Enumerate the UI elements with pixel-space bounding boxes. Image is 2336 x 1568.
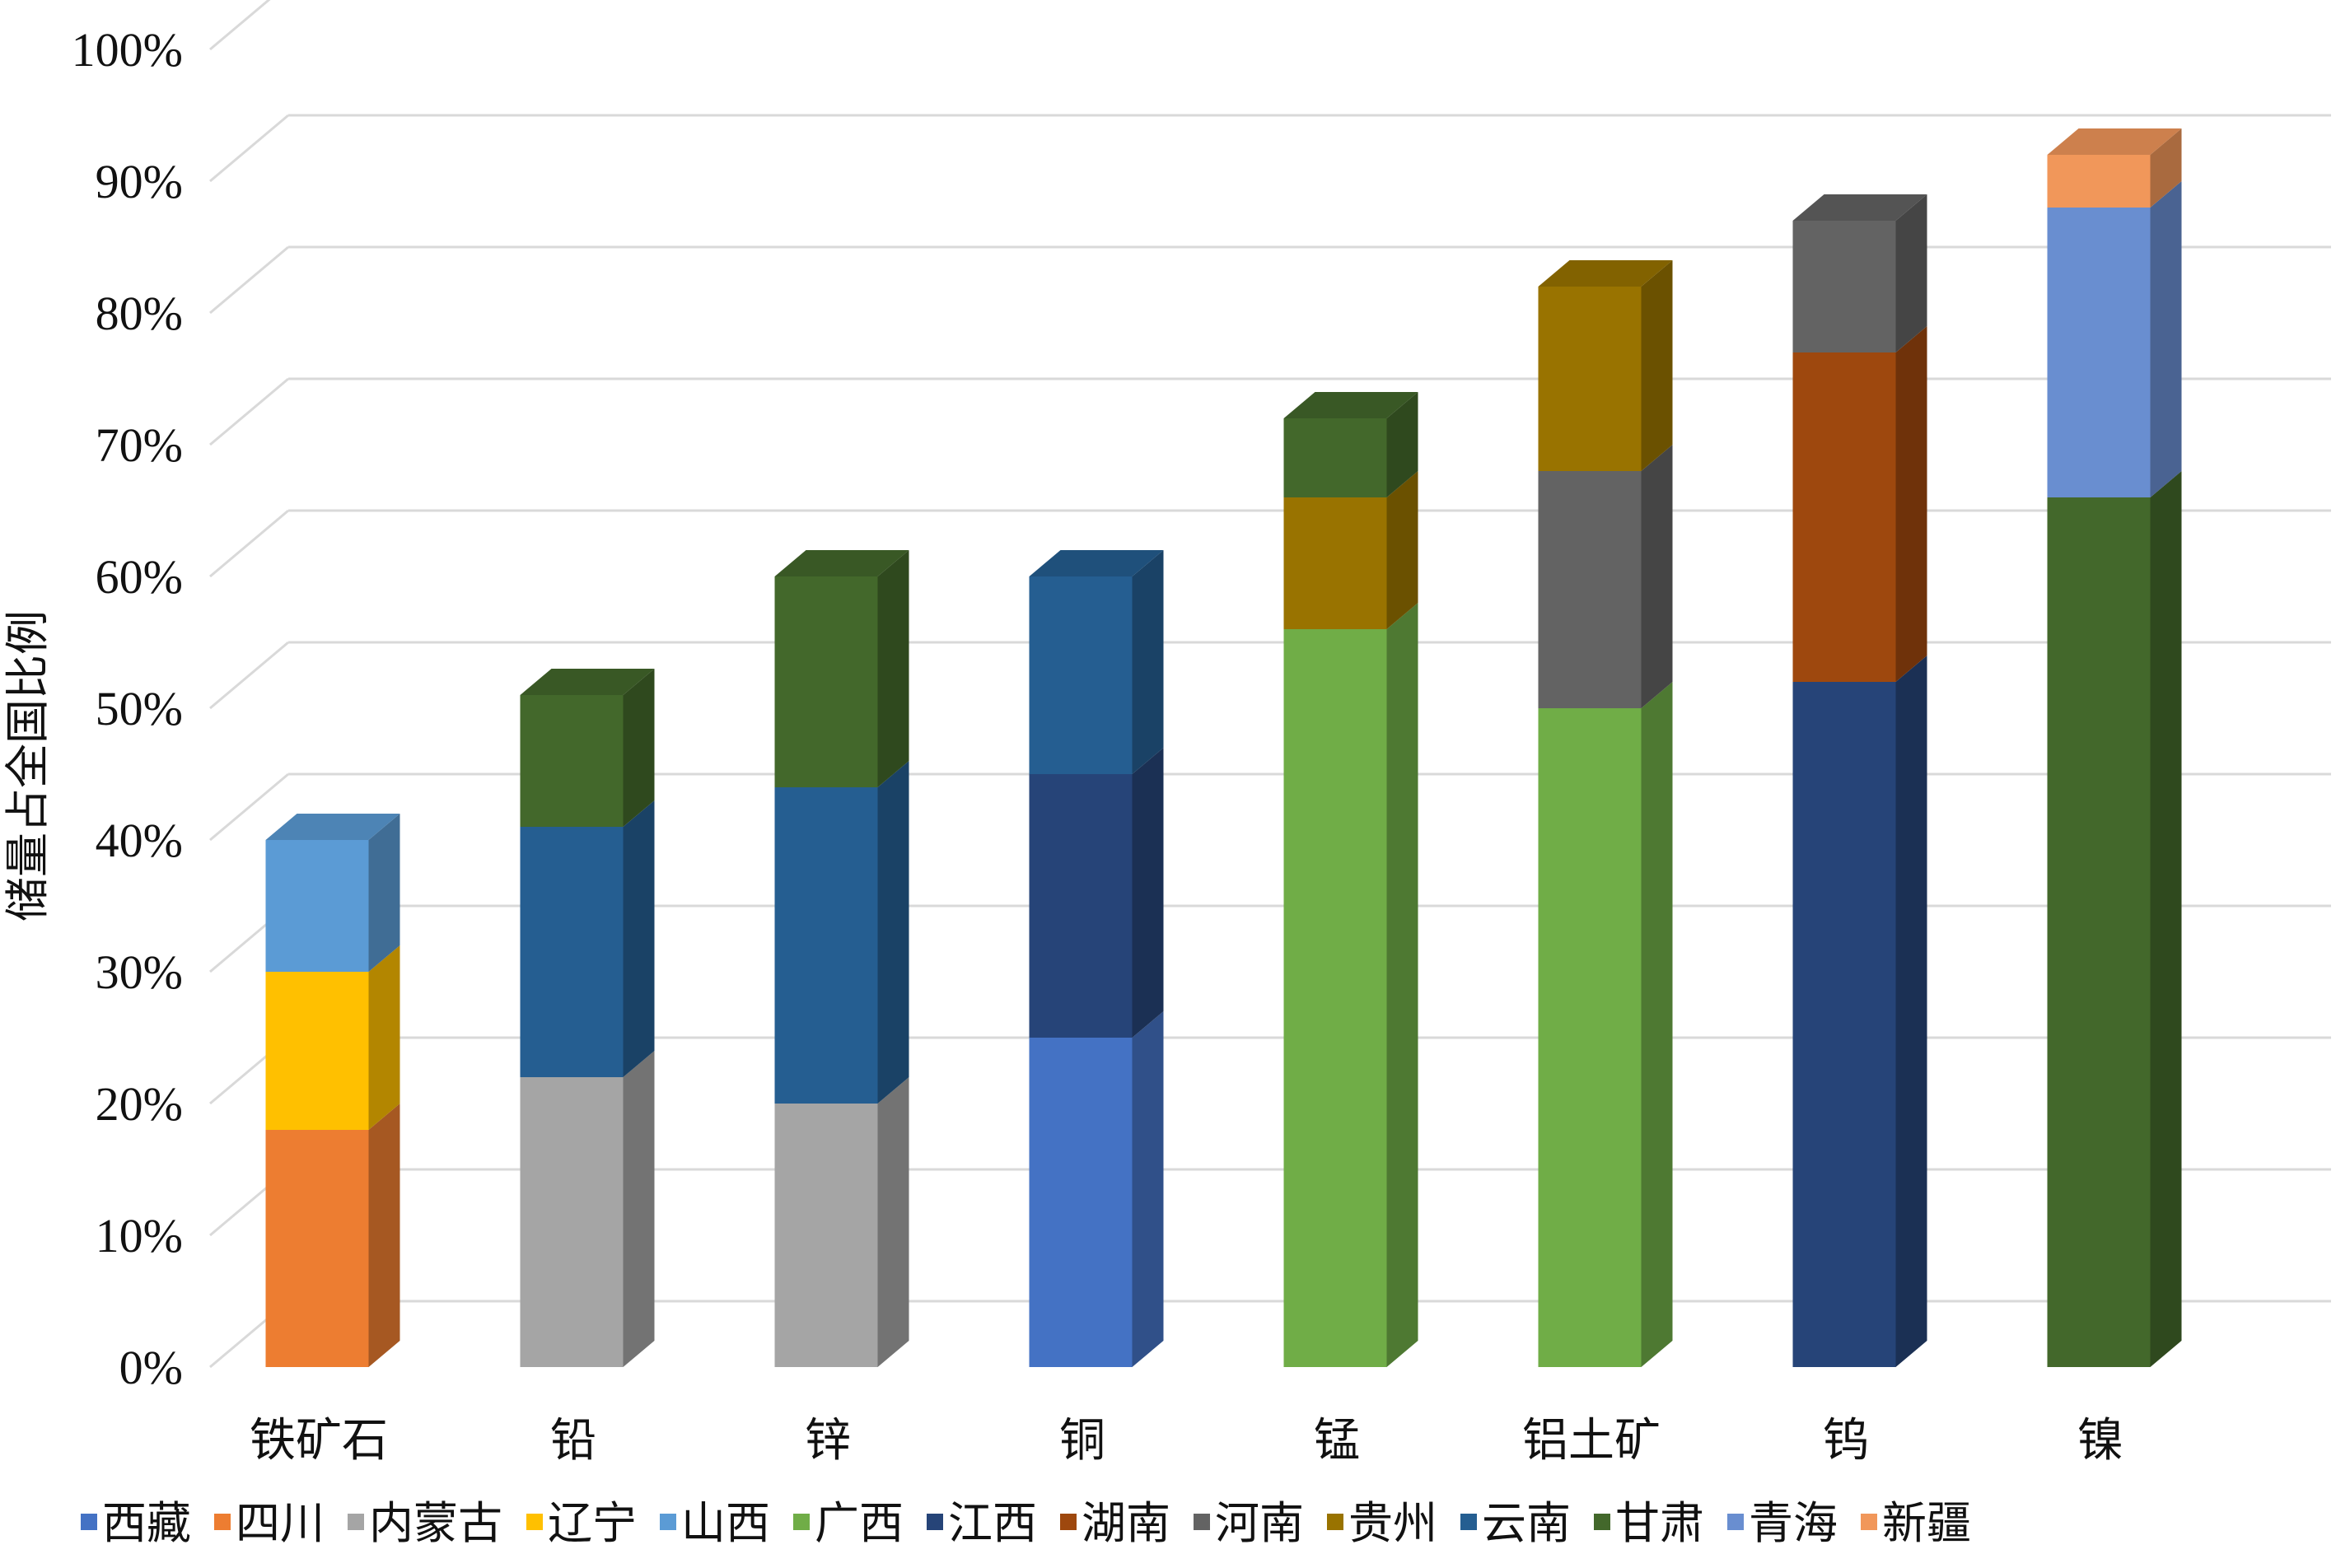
legend-swatch	[1194, 1514, 1210, 1530]
x-axis-categories: 铁矿石 铅 锌 铜 锰 铝土矿 钨 镍	[250, 1414, 2123, 1468]
legend-item: 山西	[660, 1497, 770, 1549]
legend-swatch	[1861, 1514, 1877, 1530]
bar-segment	[265, 945, 400, 1130]
legend-label: 四川	[236, 1497, 325, 1549]
x-category-label: 锰	[1314, 1414, 1360, 1468]
bar-segment	[1792, 326, 1927, 682]
y-tick-label: 70%	[96, 418, 183, 472]
x-category-label: 铝土矿	[1522, 1414, 1661, 1468]
x-category-label: 钨	[1823, 1414, 1869, 1468]
legend-label: 云南	[1482, 1497, 1571, 1549]
y-tick-label: 0%	[119, 1341, 183, 1394]
legend-swatch	[526, 1514, 543, 1530]
legend-label: 辽宁	[548, 1497, 637, 1549]
legend-item: 内蒙古	[348, 1497, 502, 1549]
legend-swatch	[793, 1514, 810, 1530]
y-tick-label: 100%	[72, 23, 183, 77]
bar-segment	[1538, 682, 1673, 1367]
gridline	[209, 509, 2331, 578]
bar-segment	[520, 800, 655, 1077]
bar-segment	[1283, 392, 1418, 497]
legend-item: 甘肃	[1594, 1497, 1704, 1549]
x-category-label: 铜	[1059, 1414, 1105, 1468]
bar-segment	[1283, 471, 1418, 629]
y-tick-label: 50%	[96, 682, 183, 735]
bars	[265, 128, 2182, 1367]
bar-segment	[1029, 1011, 1164, 1367]
bar-segment	[1538, 445, 1673, 708]
x-category-label: 铅	[550, 1414, 596, 1468]
legend-item: 西藏	[81, 1497, 191, 1549]
legend-swatch	[214, 1514, 231, 1530]
x-category-label: 锌	[805, 1414, 851, 1468]
bar-segment	[1283, 603, 1418, 1367]
legend-label: 内蒙古	[369, 1497, 502, 1549]
legend: 西藏 四川 内蒙古 辽宁 山西 广西 江西 湖南 河南 贵州 云南 甘肃 青海 新疆	[81, 1497, 1971, 1549]
bar-segment	[2047, 128, 2182, 208]
legend-item: 新疆	[1861, 1497, 1971, 1549]
bar-segment	[2047, 181, 2182, 497]
legend-item: 湖南	[1060, 1497, 1170, 1549]
legend-item: 云南	[1460, 1497, 1571, 1549]
bar-segment	[520, 1051, 655, 1367]
legend-swatch	[81, 1514, 97, 1530]
gridline	[209, 114, 2331, 183]
bar-segment	[1538, 260, 1673, 471]
legend-label: 甘肃	[1615, 1497, 1704, 1549]
legend-label: 河南	[1215, 1497, 1304, 1549]
legend-label: 西藏	[102, 1497, 191, 1549]
legend-label: 江西	[948, 1497, 1037, 1549]
legend-label: 湖南	[1082, 1497, 1170, 1549]
gridline	[209, 0, 271, 51]
y-tick-label: 40%	[96, 814, 183, 867]
legend-swatch	[1594, 1514, 1610, 1530]
y-axis-title: 储量占全国比例	[2, 610, 54, 922]
legend-swatch	[1327, 1514, 1343, 1530]
x-category-label: 铁矿石	[250, 1414, 388, 1468]
y-tick-label: 80%	[96, 287, 183, 340]
legend-swatch	[660, 1514, 676, 1530]
bar-segment	[265, 814, 400, 972]
legend-swatch	[1727, 1514, 1744, 1530]
bar-segment	[1029, 550, 1164, 774]
legend-item: 河南	[1194, 1497, 1304, 1549]
legend-swatch	[1060, 1514, 1077, 1530]
y-tick-label: 20%	[96, 1077, 183, 1131]
bar-segment	[520, 669, 655, 827]
bar-segment	[265, 1104, 400, 1367]
legend-item: 四川	[214, 1497, 325, 1549]
legend-item: 广西	[793, 1497, 904, 1549]
gridline	[209, 245, 2331, 315]
y-axis-ticks: 0% 10% 20% 30% 40% 50% 60% 70% 80% 90% 100%	[72, 23, 183, 1394]
y-tick-label: 30%	[96, 945, 183, 999]
legend-swatch	[927, 1514, 943, 1530]
legend-label: 广西	[815, 1497, 904, 1549]
legend-label: 新疆	[1882, 1497, 1971, 1549]
legend-label: 青海	[1749, 1497, 1838, 1549]
legend-swatch	[348, 1514, 364, 1530]
bar-segment	[774, 550, 909, 787]
legend-swatch	[1460, 1514, 1477, 1530]
bar-segment	[1792, 656, 1927, 1367]
bar-segment	[774, 761, 909, 1104]
legend-label: 山西	[681, 1497, 770, 1549]
legend-item: 青海	[1727, 1497, 1838, 1549]
bar-segment	[1029, 748, 1164, 1038]
bar-segment	[2047, 471, 2182, 1367]
legend-item: 贵州	[1327, 1497, 1437, 1549]
bar-segment	[774, 1077, 909, 1367]
bar-segment	[1792, 194, 1927, 352]
legend-label: 贵州	[1348, 1497, 1437, 1549]
y-tick-label: 10%	[96, 1209, 183, 1262]
legend-item: 辽宁	[526, 1497, 637, 1549]
x-category-label: 镍	[2077, 1414, 2123, 1468]
y-tick-label: 90%	[96, 155, 183, 208]
y-tick-label: 60%	[96, 550, 183, 604]
gridline	[209, 377, 2331, 446]
legend-item: 江西	[927, 1497, 1037, 1549]
